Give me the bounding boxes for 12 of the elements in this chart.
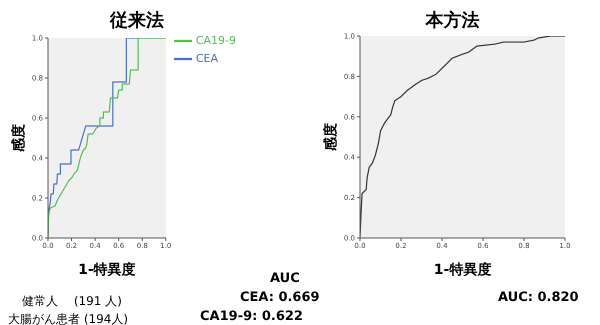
text: 大腸がん患者 (194人) (8, 311, 128, 325)
text: CA19-9: 0.622 (200, 309, 303, 324)
text: AUC (270, 271, 300, 286)
text: CEA: 0.669 (240, 290, 320, 305)
legend-label: CA19-9 (196, 34, 236, 48)
text: 健常人 (191 人) (22, 293, 122, 310)
chart-title: 本方法 (424, 9, 480, 32)
text: AUC: 0.820 (498, 290, 579, 305)
y-axis-title: 感度 (10, 124, 27, 153)
y-axis-title: 感度 (322, 123, 339, 152)
legend-label: CEA (196, 52, 218, 66)
chart-title: 従来法 (108, 9, 165, 32)
